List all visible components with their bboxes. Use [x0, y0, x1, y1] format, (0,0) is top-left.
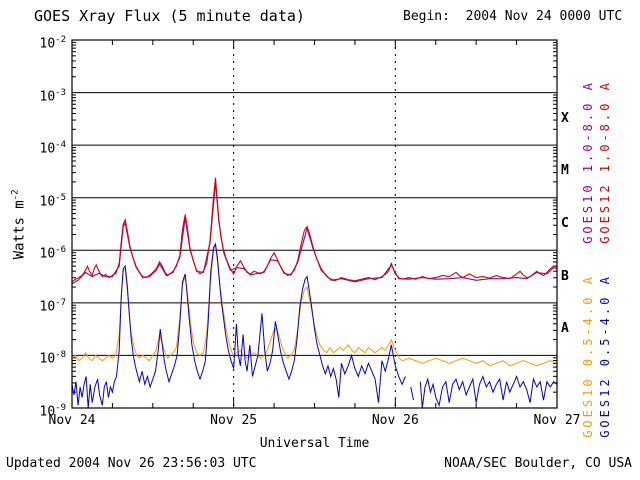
series-goes12-long [72, 177, 557, 283]
y-tick-label: 10-4 [39, 140, 67, 157]
begin-timestamp: Begin: 2004 Nov 24 0000 UTC [403, 9, 623, 24]
y-tick-label: 10-3 [39, 87, 67, 104]
flare-class-label-a: A [561, 321, 569, 337]
updated-timestamp: Updated 2004 Nov 26 23:56:03 UTC [6, 456, 257, 471]
x-tick-label: Nov 27 [533, 413, 581, 428]
y-axis-label: Watts m-2 [11, 159, 28, 289]
y-tick-label: 10-7 [39, 297, 67, 315]
series-goes10-long [72, 181, 557, 285]
legend-goes10-long: GOES10 1.0-8.0 A [581, 80, 595, 244]
flare-class-label-m: M [561, 163, 569, 179]
x-tick-label: Nov 24 [48, 413, 96, 428]
y-tick-label: 10-9 [39, 403, 67, 420]
x-tick-label: Nov 26 [371, 413, 419, 428]
legend-goes12-long: GOES12 1.0-8.0 A [598, 80, 612, 244]
y-tick-label: 10-8 [39, 350, 67, 367]
series-goes12-short [72, 242, 557, 408]
flare-class-label-c: C [561, 216, 569, 231]
credit-text: NOAA/SEC Boulder, CO USA [444, 456, 632, 471]
chart-title: GOES Xray Flux (5 minute data) [34, 7, 305, 25]
y-tick-label: 10-6 [39, 245, 67, 262]
y-tick-label: 10-2 [39, 35, 67, 52]
legend-goes12-short: GOES12 0.5-4.0 A [598, 274, 612, 438]
x-axis-label: Universal Time [259, 436, 370, 451]
plot-frame [71, 39, 558, 409]
flare-class-label-x: X [561, 110, 569, 126]
series-goes10-short [72, 244, 557, 367]
x-tick-label: Nov 25 [210, 413, 258, 428]
flare-class-label-b: B [561, 268, 569, 284]
y-tick-label: 10-5 [39, 192, 67, 210]
legend-goes10-short: GOES10 0.5-4.0 A [581, 274, 595, 438]
